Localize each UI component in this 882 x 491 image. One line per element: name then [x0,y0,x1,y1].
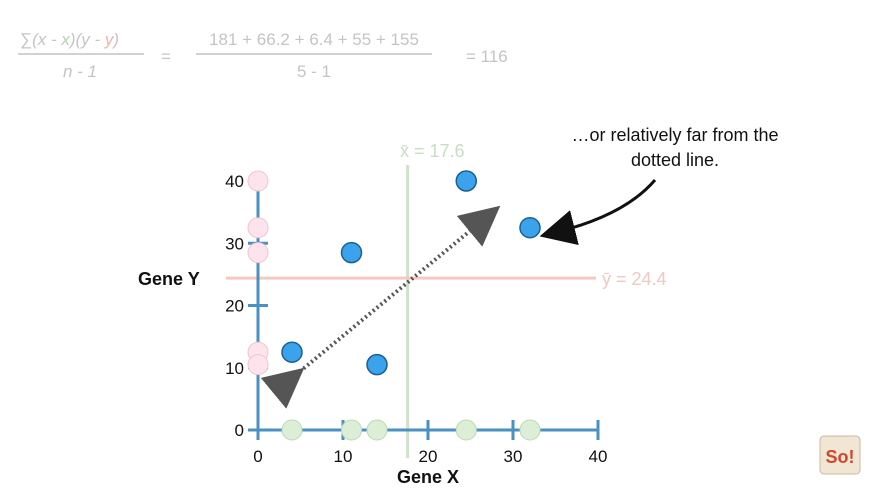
formula-equals: = [161,47,171,66]
dotted-trend-line [260,205,501,409]
formula-values-numerator: 181 + 66.2 + 6.4 + 55 + 155 [209,30,419,49]
y-tick-label: 10 [225,359,244,378]
x-projection-point [519,419,541,441]
data-point [519,216,541,239]
x-axis-title: Gene X [397,467,459,487]
formula-x-term: (x - [32,30,61,49]
x-tick-label: 30 [504,447,523,466]
x-tick-label: 40 [589,447,608,466]
scatter-chart: 0 10 20 30 40 0 10 20 30 40 Gene Y Gene X x̄ = 1… [138,141,667,487]
x-projection-point [366,419,388,441]
y-axis-title: Gene Y [138,269,200,289]
formula-denominator: n - 1 [63,62,97,81]
x-tick-label: 20 [419,447,438,466]
sum-symbol: ∑ [20,30,32,49]
x-tick-label: 0 [253,447,262,466]
data-point [281,341,303,363]
formula-ybar: y [104,30,115,49]
x-tick-label: 10 [334,447,353,466]
logo: So! [819,435,861,475]
y-tick-label: 20 [225,297,244,316]
y-projection-point [247,170,269,192]
y-mean-label: ȳ = 24.4 [602,269,667,289]
formula-close-paren: ) [111,30,119,49]
y-ticks: 0 10 20 30 40 [225,172,268,440]
x-projection-point [455,419,477,441]
y-tick-label: 30 [225,234,244,253]
data-points [281,170,541,376]
annotation-line-1: …or relatively far from the [571,125,778,145]
annotation: …or relatively far from the dotted line. [539,125,779,246]
formula-result: = 116 [466,47,508,66]
data-point [340,241,363,264]
data-point [455,170,477,192]
y-projection-point [247,217,269,239]
x-projection-point [281,419,303,441]
annotation-arrow [539,179,657,246]
x-projections [281,419,541,441]
y-projection-point [247,354,269,376]
y-tick-label: 40 [225,172,244,191]
y-tick-label: 0 [235,421,244,440]
logo-badge [819,435,861,475]
annotation-line-2: dotted line. [631,150,719,170]
formula-values-denominator: 5 - 1 [297,62,331,81]
x-ticks: 0 10 20 30 40 [253,420,607,466]
data-point [366,353,388,376]
y-projection-point [247,242,269,264]
x-projection-point [341,419,362,441]
formula-xbar: x [60,30,70,49]
logo-text: So! [826,447,855,467]
x-mean-label: x̄ = 17.6 [400,141,465,161]
covariance-formula: ∑(x - x)(y - y) n - 1 = 181 + 66.2 + 6.4… [18,30,508,81]
formula-y-term: )(y - [68,30,105,49]
formula-numerator: ∑(x - x)(y - y) [20,30,119,49]
